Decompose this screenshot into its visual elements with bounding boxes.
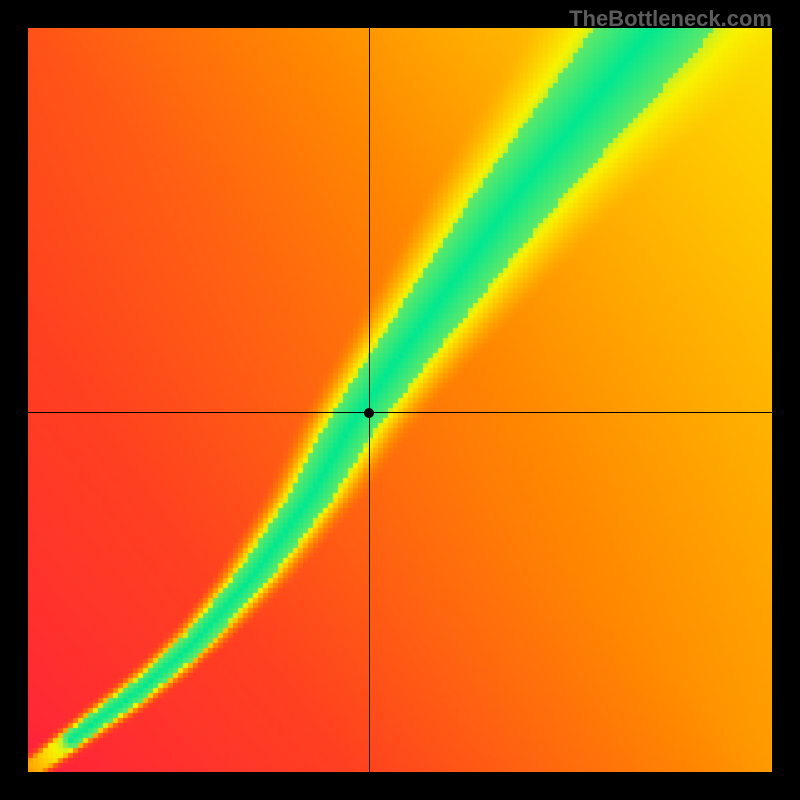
chart-container xyxy=(28,28,772,772)
heatmap-canvas xyxy=(28,28,772,772)
watermark-text: TheBottleneck.com xyxy=(569,6,772,32)
crosshair-horizontal xyxy=(28,412,772,413)
crosshair-vertical xyxy=(369,28,370,772)
